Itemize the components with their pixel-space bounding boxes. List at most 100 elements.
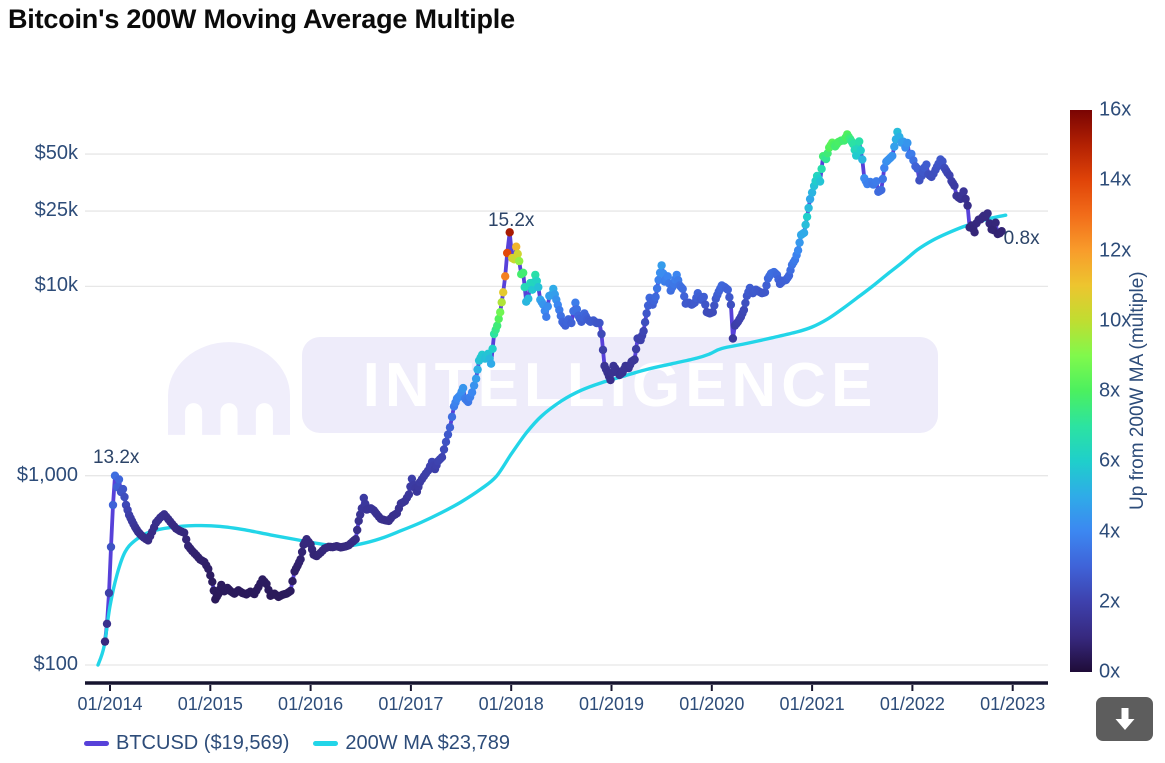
kraken-logo-watermark — [168, 342, 290, 440]
btcusd-weekly-dot — [657, 261, 666, 270]
btcusd-weekly-dot — [858, 155, 867, 164]
btcusd-weekly-dot — [678, 284, 687, 294]
btcusd-weekly-dot — [534, 283, 543, 292]
annotation-13-2x: 13.2x — [92, 446, 140, 468]
btcusd-weekly-dot — [802, 212, 812, 221]
btcusd-weekly-dot — [726, 300, 736, 309]
btcusd-weekly-dot — [991, 218, 1000, 227]
btcusd-weekly-dot — [297, 547, 307, 557]
legend: BTCUSD ($19,569) 200W MA $23,789 — [84, 732, 510, 755]
kraken-logo-icon — [168, 342, 290, 435]
btcusd-weekly-dot — [815, 177, 825, 186]
btcusd-weekly-dot — [208, 577, 217, 586]
btcusd-weekly-dot — [102, 619, 112, 628]
colorbar-gradient — [1070, 110, 1092, 672]
x-tick-label: 01/2015 — [177, 694, 243, 714]
btcusd-weekly-dot — [439, 445, 449, 454]
x-tick-label: 01/2018 — [478, 694, 544, 714]
btcusd-weekly-dot — [762, 281, 771, 290]
download-arrow-icon — [1115, 708, 1134, 730]
btcusd-weekly-dot — [799, 228, 809, 237]
colorbar-tick-label: 2x — [1099, 590, 1121, 613]
colorbar-tick-label: 0x — [1099, 660, 1121, 683]
btcusd-weekly-dot — [106, 542, 116, 552]
btcusd-weekly-dot — [493, 321, 502, 330]
btcusd-weekly-dot — [104, 588, 114, 598]
btcusd-weekly-dot — [595, 318, 604, 328]
btcusd-weekly-dot — [801, 220, 810, 229]
btcusd-weekly-dot — [680, 292, 689, 301]
y-tick-label: $100 — [33, 653, 79, 676]
btcusd-weekly-dot — [494, 314, 503, 324]
btcusd-weekly-dot — [469, 381, 479, 390]
x-tick-label: 01/2014 — [77, 694, 143, 714]
btcusd-weekly-dot — [663, 272, 672, 281]
btcusd-weekly-dot — [640, 318, 650, 327]
x-tick-label: 01/2016 — [278, 694, 344, 714]
btcusd-weekly-dot — [486, 359, 496, 368]
btcusd-weekly-dot — [445, 423, 455, 432]
btcusd-weekly-dot — [447, 412, 457, 422]
colorbar-tick-label: 16x — [1099, 98, 1132, 121]
btcusd-line-swatch — [84, 741, 109, 746]
annotation-0-8x: 0.8x — [1003, 227, 1040, 249]
btcusd-weekly-dot — [437, 453, 447, 462]
btcusd-weekly-dot — [204, 564, 213, 574]
legend-item-200w-ma: 200W MA $23,789 — [313, 732, 510, 755]
btcusd-weekly-dot — [501, 272, 510, 281]
btcusd-legend-label: BTCUSD ($19,569) — [116, 732, 290, 754]
btcusd-weekly-dot — [354, 516, 363, 526]
btcusd-weekly-dot — [567, 318, 576, 328]
btcusd-weekly-dot — [793, 246, 803, 255]
btcusd-weekly-dot — [723, 285, 732, 294]
y-tick-label: $1,000 — [16, 463, 78, 486]
btcusd-weekly-dot — [524, 294, 533, 303]
btcusd-weekly-dot — [856, 146, 865, 155]
btcusd-weekly-dot — [699, 292, 708, 302]
x-tick-label: 01/2021 — [779, 694, 845, 714]
btcusd-weekly-dot — [108, 500, 118, 510]
btcusd-weekly-dot — [114, 475, 124, 484]
colorbar-tick-label: 14x — [1099, 168, 1132, 191]
btcusd-weekly-dot — [597, 329, 606, 339]
page-title: Bitcoin's 200W Moving Average Multiple — [8, 4, 515, 34]
btcusd-weekly-dot — [817, 164, 826, 174]
btcusd-weekly-dot — [182, 535, 191, 544]
btcusd-weekly-dot — [296, 555, 305, 564]
y-tick-label: $50k — [34, 142, 78, 165]
btcusd-weekly-dot — [959, 187, 968, 196]
btcusd-weekly-dot — [100, 637, 110, 646]
btcusd-weekly-dot — [120, 492, 129, 502]
ma-200w-line — [96, 213, 1008, 667]
btcusd-weekly-dot — [880, 163, 889, 173]
btcusd-weekly-dot — [970, 228, 979, 237]
btcusd-weekly-dot — [922, 160, 931, 169]
colorbar-tick-label: 12x — [1099, 239, 1132, 261]
y-tick-label: $25k — [34, 199, 78, 222]
download-button[interactable] — [1096, 697, 1153, 741]
btcusd-weekly-dot — [519, 268, 528, 277]
btcusd-weekly-dot — [795, 238, 804, 247]
btcusd-weekly-dot — [496, 308, 505, 317]
btcusd-weekly-dot — [708, 308, 717, 317]
btcusd-weekly-dot — [513, 249, 522, 259]
btcusd-weekly-dot — [961, 194, 970, 204]
btcusd-weekly-dot — [872, 177, 881, 186]
btcusd-weekly-dot — [499, 288, 508, 297]
colorbar-tick-label: 10x — [1099, 309, 1132, 332]
btcusd-weekly-dot — [441, 437, 451, 447]
btcusd-weekly-dot — [805, 194, 815, 204]
x-tick-label: 01/2017 — [378, 694, 444, 714]
btcusd-weekly-dot — [118, 484, 128, 494]
btcusd-weekly-dot — [804, 203, 813, 213]
colorbar-tick-label: 4x — [1099, 520, 1121, 542]
btcusd-weekly-dot — [728, 334, 738, 343]
btcusd-weekly-dot — [997, 227, 1006, 236]
btcusd-weekly-dot — [890, 142, 899, 151]
btcusd-weekly-dot — [505, 228, 514, 237]
btcusd-weekly-dot — [855, 137, 864, 146]
btcusd-weekly-dot — [642, 309, 651, 318]
btcusd-weekly-dot — [760, 288, 770, 297]
